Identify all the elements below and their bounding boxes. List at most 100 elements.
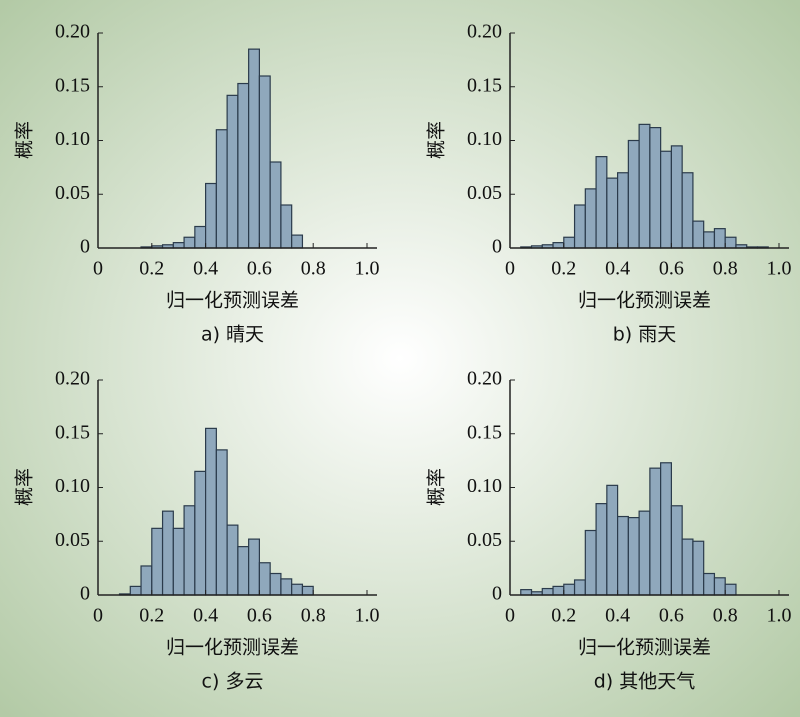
bar: [692, 220, 705, 249]
bar: [573, 579, 586, 596]
bar: [205, 427, 217, 596]
x-tick-label: 0.8: [301, 258, 326, 280]
x-tick-label: 0.2: [551, 258, 576, 280]
x-axis-label: 归一化预测误差: [578, 290, 711, 312]
y-tick-label: 0.15: [467, 421, 502, 443]
bar: [692, 540, 705, 596]
bar: [151, 527, 164, 596]
bar: [140, 565, 153, 596]
y-tick-label: 0.20: [467, 21, 502, 43]
y-tick-label: 0.10: [55, 128, 90, 150]
bar: [616, 172, 629, 249]
x-tick-label: 0.2: [139, 605, 164, 627]
bar: [713, 228, 726, 249]
bar: [703, 231, 716, 249]
bar: [681, 538, 694, 596]
y-tick-label: 0.10: [467, 128, 502, 150]
bar: [595, 156, 608, 249]
bar: [258, 75, 271, 249]
y-axis-label: 概率: [14, 468, 36, 506]
bar: [541, 587, 554, 596]
y-tick-label: 0.05: [55, 529, 90, 551]
y-tick-label: 0: [80, 236, 90, 258]
bar: [226, 524, 239, 596]
bar: [280, 578, 293, 596]
x-tick-label: 0: [505, 258, 515, 280]
panel-caption: d) 其他天气: [594, 671, 696, 693]
y-tick-label: 0: [80, 583, 90, 605]
x-axis-label: 归一化预测误差: [578, 637, 711, 659]
bar: [172, 242, 185, 249]
y-tick-label: 0.05: [467, 529, 502, 551]
x-tick-label: 1.0: [767, 605, 792, 627]
bar: [520, 589, 533, 596]
bar: [681, 172, 694, 249]
bar: [269, 572, 282, 596]
panel-caption: a) 晴天: [201, 324, 264, 346]
x-tick-label: 1.0: [767, 258, 792, 280]
x-tick-label: 0: [93, 605, 103, 627]
bar: [215, 129, 228, 249]
x-tick-label: 0.8: [713, 605, 738, 627]
x-tick-label: 0: [505, 605, 515, 627]
x-tick-label: 0.4: [605, 605, 630, 627]
bar: [194, 225, 207, 249]
bar: [713, 577, 726, 596]
bar: [248, 538, 260, 596]
y-tick-label: 0.10: [467, 475, 502, 497]
bar: [595, 503, 608, 596]
y-axis-label: 概率: [426, 121, 448, 159]
bar: [627, 516, 640, 596]
x-axis-label: 归一化预测误差: [166, 290, 299, 312]
x-tick-label: 0.4: [193, 258, 218, 280]
x-tick-label: 1.0: [355, 258, 380, 280]
bar: [215, 449, 228, 596]
y-tick-label: 0.05: [467, 182, 502, 204]
bar: [649, 467, 662, 596]
bar: [183, 505, 196, 596]
bar: [172, 527, 185, 596]
y-tick-label: 0.15: [55, 74, 90, 96]
x-tick-label: 0.8: [301, 605, 326, 627]
bar: [724, 583, 737, 596]
y-axis-label: 概率: [14, 121, 36, 159]
bar: [183, 236, 196, 249]
bar: [660, 462, 673, 596]
x-axis-label: 归一化预测误差: [166, 637, 299, 659]
bar: [280, 204, 293, 249]
x-tick-label: 0.2: [551, 605, 576, 627]
bar: [129, 585, 142, 596]
bar: [248, 48, 260, 249]
bar: [616, 515, 629, 596]
x-tick-label: 0: [93, 258, 103, 280]
bar: [258, 562, 271, 596]
y-tick-label: 0: [492, 236, 502, 258]
bar: [627, 139, 640, 249]
panel-caption: b) 雨天: [613, 324, 677, 346]
x-tick-label: 0.8: [713, 258, 738, 280]
bar: [301, 585, 314, 596]
bar: [638, 123, 651, 249]
x-tick-label: 0.6: [247, 605, 272, 627]
x-tick-label: 0.2: [139, 258, 164, 280]
y-tick-label: 0.20: [467, 368, 502, 390]
bar: [649, 126, 662, 249]
bar: [638, 510, 651, 596]
x-tick-label: 0.6: [659, 258, 684, 280]
y-axis-label: 概率: [426, 468, 448, 506]
bar: [205, 182, 217, 249]
bar: [291, 583, 304, 596]
bar: [194, 470, 207, 596]
bar: [161, 510, 174, 596]
y-tick-label: 0.10: [55, 475, 90, 497]
bar: [724, 236, 737, 249]
x-tick-label: 0.6: [247, 258, 272, 280]
bar: [563, 236, 576, 249]
bar: [269, 161, 282, 249]
bar: [237, 82, 250, 249]
panel-caption: c) 多云: [202, 671, 264, 693]
bar: [670, 145, 683, 249]
bar: [226, 94, 239, 249]
bar: [552, 242, 565, 249]
